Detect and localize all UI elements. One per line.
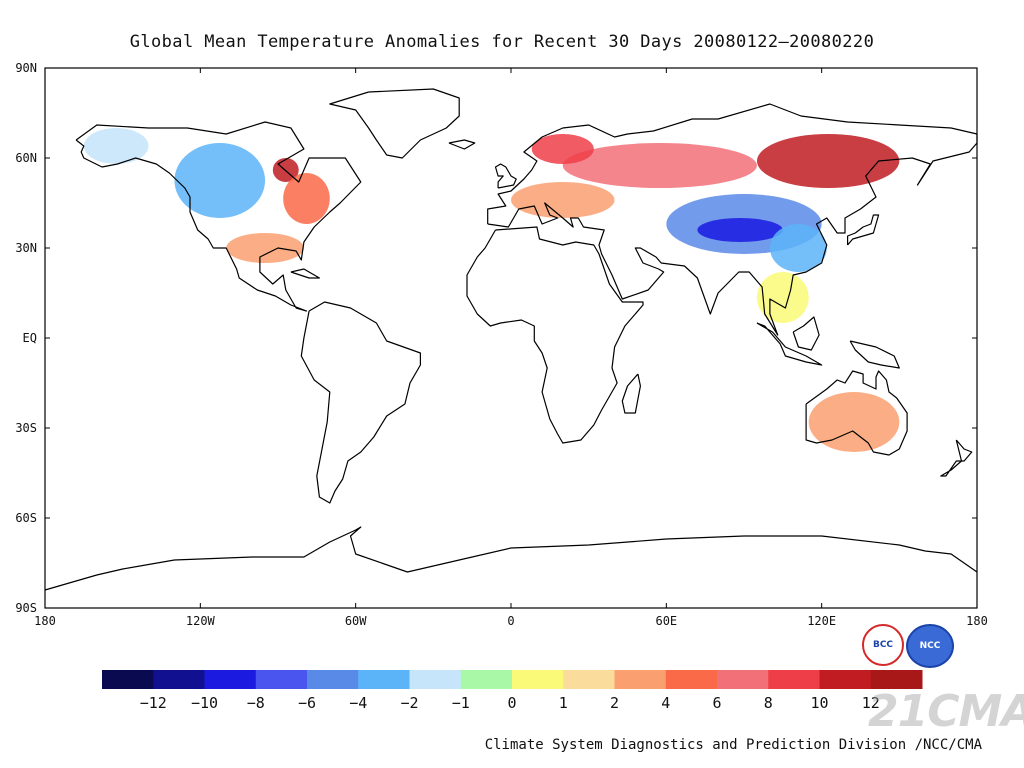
legend-label: −1 — [452, 694, 470, 712]
lon-label: 0 — [507, 614, 514, 628]
bcc-logo: BCC — [862, 624, 904, 666]
coastline-indonesia — [756, 322, 823, 366]
lat-label: 60S — [15, 511, 37, 525]
credit-line: Climate System Diagnostics and Predictio… — [484, 737, 982, 753]
legend-swatch — [768, 670, 820, 689]
coastline-antarctica — [44, 526, 978, 591]
legend-swatch — [665, 670, 718, 689]
coastline-australia — [805, 370, 908, 456]
anomaly-tibet-cold — [697, 218, 783, 242]
coastline-layer — [44, 88, 978, 591]
lat-label: 90S — [15, 601, 37, 615]
anomaly-australia-warm — [808, 392, 900, 452]
legend-label: 1 — [559, 694, 568, 712]
lon-label: 60W — [345, 614, 367, 628]
anomaly-canada-cold — [174, 143, 266, 218]
legend-swatch — [358, 670, 410, 689]
anomaly-east-china-cold — [769, 224, 827, 272]
lat-label: 60N — [15, 151, 37, 165]
lon-label: 120W — [186, 614, 216, 628]
legend-label: −12 — [140, 694, 167, 712]
legend-label: −10 — [191, 694, 218, 712]
coastline-madagascar — [621, 373, 641, 414]
anomaly-siberia-warm — [756, 134, 900, 188]
coastline-greenland — [329, 88, 460, 159]
coastline-north-america — [75, 121, 362, 312]
anomaly-alaska-cold — [83, 128, 149, 164]
legend-swatch — [870, 670, 923, 689]
legend-swatch — [204, 670, 257, 689]
coastline-iceland — [448, 139, 476, 150]
anomaly-scandinavia-warm — [531, 134, 594, 164]
legend-swatch — [614, 670, 667, 689]
lon-label: 180 — [966, 614, 988, 628]
anomaly-shading-layer — [83, 128, 900, 452]
coastline-south-america — [300, 301, 421, 504]
lat-label: 90N — [15, 61, 37, 75]
anomaly-eastern-us-warm — [283, 173, 330, 224]
anomaly-southern-us-warm — [226, 233, 304, 263]
anomaly-russia-warm — [562, 143, 757, 188]
legend-label: 2 — [610, 694, 619, 712]
coastline-britain — [494, 163, 517, 189]
legend-swatch — [153, 670, 205, 689]
legend-swatch — [409, 670, 462, 689]
coastline-new-guinea — [849, 340, 900, 369]
legend-label: 10 — [810, 694, 828, 712]
legend-label: 12 — [862, 694, 880, 712]
legend-swatch — [819, 670, 872, 689]
legend-swatch — [460, 670, 513, 689]
legend-label: 6 — [712, 694, 721, 712]
legend-swatch — [512, 670, 564, 689]
lat-label: 30S — [15, 421, 37, 435]
lat-label: EQ — [23, 331, 37, 345]
legend-swatch — [307, 670, 359, 689]
legend-label: −2 — [400, 694, 418, 712]
coastline-new-zealand — [940, 439, 973, 477]
ncc-logo: NCC — [906, 624, 954, 668]
lon-label: 60E — [655, 614, 677, 628]
map-title: Global Mean Temperature Anomalies for Re… — [129, 32, 875, 52]
legend-swatch — [255, 670, 308, 689]
legend-label: −4 — [349, 694, 367, 712]
lat-label: 30N — [15, 241, 37, 255]
coastline-africa — [466, 226, 644, 444]
coastline-borneo — [792, 316, 820, 351]
coastline-cuba — [290, 268, 320, 279]
legend-label: 0 — [507, 694, 516, 712]
legend-swatch — [717, 670, 769, 689]
color-legend: −12 −10 −8 −6 −4 −2 −1 0 1 2 4 6 8 10 12 — [102, 670, 923, 712]
lon-label: 180 — [34, 614, 56, 628]
lon-label: 120E — [807, 614, 836, 628]
legend-swatch — [102, 670, 154, 689]
legend-label: −8 — [247, 694, 265, 712]
anomaly-europe-mild — [511, 182, 615, 218]
coastline-japan — [847, 214, 880, 246]
coastline-eurasia — [487, 103, 978, 336]
legend-swatch — [563, 670, 615, 689]
anomaly-southeast-asia-mild — [756, 272, 809, 323]
legend-label: 8 — [764, 694, 773, 712]
watermark: 21CMA — [868, 686, 1024, 737]
legend-label: −6 — [298, 694, 316, 712]
legend-label: 4 — [661, 694, 670, 712]
